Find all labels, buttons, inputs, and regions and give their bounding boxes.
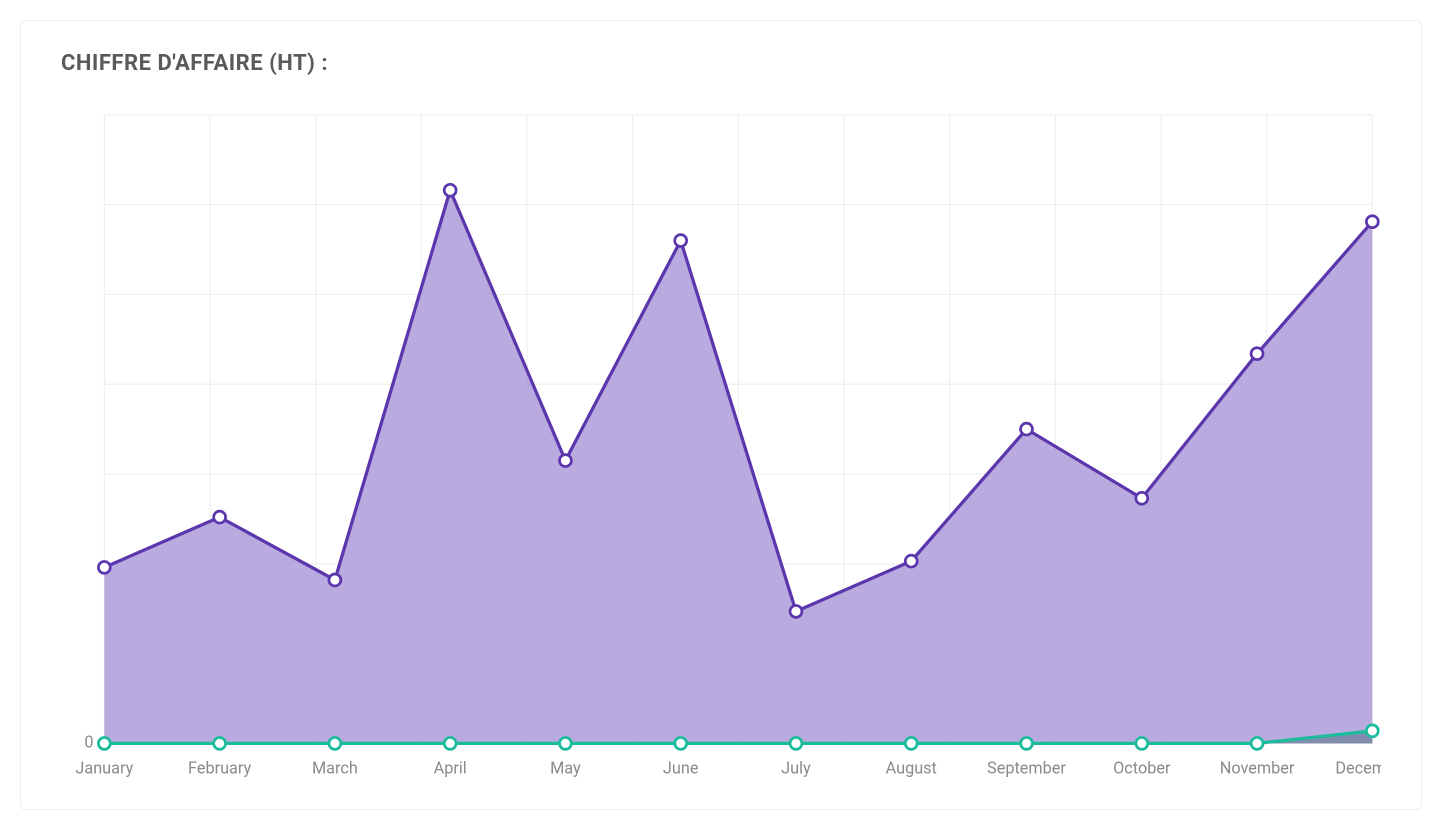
series-marker-revenue-secondary[interactable] <box>444 737 456 749</box>
series-marker-revenue-secondary[interactable] <box>559 737 571 749</box>
chart-title: CHIFFRE D'AFFAIRE (HT) : <box>61 51 1381 76</box>
series-marker-revenue-primary[interactable] <box>675 235 687 247</box>
series-marker-revenue-secondary[interactable] <box>98 737 110 749</box>
x-tick-label: September <box>987 759 1066 778</box>
x-tick-label: March <box>312 759 358 778</box>
series-marker-revenue-primary[interactable] <box>559 455 571 467</box>
revenue-area-chart: 0 January February March April May June July Aug… <box>61 104 1381 789</box>
x-tick-label: April <box>434 759 467 778</box>
series-marker-revenue-primary[interactable] <box>1136 492 1148 504</box>
y-tick-label: 0 <box>84 733 93 752</box>
chart-card: CHIFFRE D'AFFAIRE (HT) : 0 January Februar… <box>20 20 1422 810</box>
series-marker-revenue-primary[interactable] <box>1251 348 1263 360</box>
series-marker-revenue-secondary[interactable] <box>1136 737 1148 749</box>
chart-svg: 0 January February March April May June July Aug… <box>61 104 1381 789</box>
series-marker-revenue-secondary[interactable] <box>1021 737 1033 749</box>
series-marker-revenue-primary[interactable] <box>790 605 802 617</box>
series-marker-revenue-primary[interactable] <box>444 184 456 196</box>
series-marker-revenue-primary[interactable] <box>214 511 226 523</box>
series-marker-revenue-primary[interactable] <box>1366 216 1378 228</box>
x-tick-label: May <box>550 759 581 778</box>
series-marker-revenue-secondary[interactable] <box>905 737 917 749</box>
series-marker-revenue-secondary[interactable] <box>329 737 341 749</box>
series-marker-revenue-primary[interactable] <box>98 561 110 573</box>
series-marker-revenue-primary[interactable] <box>329 574 341 586</box>
series-marker-revenue-secondary[interactable] <box>1366 725 1378 737</box>
x-tick-label: October <box>1113 759 1171 778</box>
x-tick-label: December <box>1335 759 1381 778</box>
x-tick-label: February <box>188 759 252 778</box>
series-marker-revenue-secondary[interactable] <box>675 737 687 749</box>
series-marker-revenue-primary[interactable] <box>905 555 917 567</box>
series-marker-revenue-secondary[interactable] <box>790 737 802 749</box>
series-marker-revenue-primary[interactable] <box>1021 423 1033 435</box>
x-tick-label: August <box>886 759 937 778</box>
x-tick-label: November <box>1220 759 1295 778</box>
x-tick-label: June <box>663 759 699 778</box>
series-marker-revenue-secondary[interactable] <box>214 737 226 749</box>
series-marker-revenue-secondary[interactable] <box>1251 737 1263 749</box>
x-tick-label: July <box>781 759 811 778</box>
x-tick-label: January <box>75 759 133 778</box>
